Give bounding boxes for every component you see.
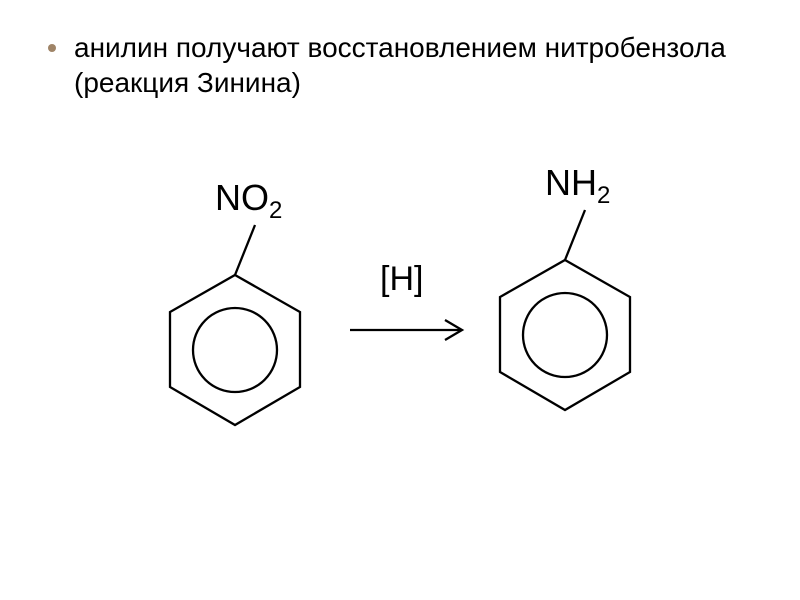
product-bond bbox=[565, 210, 585, 260]
bullet-dot-icon bbox=[48, 44, 56, 52]
product-molecule: NH2 bbox=[500, 162, 630, 410]
bullet-line: анилин получают восстановлением нитробен… bbox=[48, 30, 760, 100]
product-group-main: NH bbox=[545, 162, 597, 203]
slide: анилин получают восстановлением нитробен… bbox=[0, 0, 800, 600]
product-group-sub: 2 bbox=[597, 182, 610, 209]
reaction-svg: NO2 [H] NH2 bbox=[0, 160, 800, 540]
reactant-group-label: NO2 bbox=[215, 177, 282, 224]
product-aromatic-circle bbox=[523, 293, 607, 377]
reactant-aromatic-circle bbox=[193, 308, 277, 392]
reaction-diagram: NO2 [H] NH2 bbox=[0, 160, 800, 540]
reactant-benzene-ring bbox=[170, 275, 300, 425]
reactant-group-sub: 2 bbox=[269, 197, 282, 224]
reactant-molecule: NO2 bbox=[170, 177, 300, 425]
reaction-arrow-group: [H] bbox=[350, 260, 462, 340]
product-group-label: NH2 bbox=[545, 162, 610, 209]
reagent-label: [H] bbox=[380, 260, 423, 298]
bullet-text: анилин получают восстановлением нитробен… bbox=[74, 30, 760, 100]
reactant-bond bbox=[235, 225, 255, 275]
reactant-group-main: NO bbox=[215, 177, 269, 218]
product-benzene-ring bbox=[500, 260, 630, 410]
